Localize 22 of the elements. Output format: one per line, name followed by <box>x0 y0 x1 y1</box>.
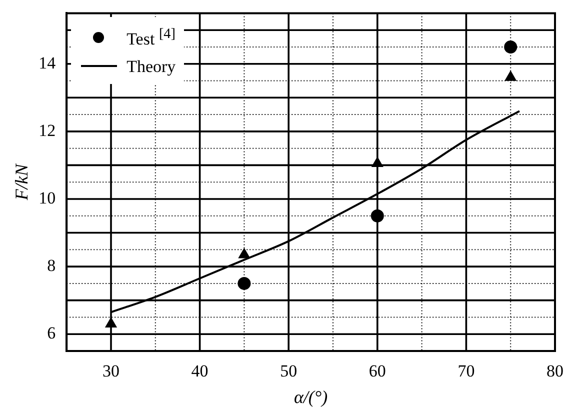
x-tick-label: 30 <box>102 362 120 381</box>
point <box>238 276 251 290</box>
point <box>105 317 117 328</box>
x-tick-label: 80 <box>546 362 564 381</box>
x-tick-label: 40 <box>191 362 208 381</box>
y-tick-label: 10 <box>38 188 56 208</box>
point <box>504 70 516 81</box>
x-axis-title: α/(°) <box>294 386 328 407</box>
point <box>238 248 250 258</box>
y-tick-label: 12 <box>38 120 56 140</box>
point <box>372 157 384 168</box>
point <box>370 209 384 222</box>
y-tick-label: 8 <box>47 256 56 276</box>
point <box>504 40 518 54</box>
legend-label: Theory <box>126 56 176 78</box>
y-axis-title: F/kN <box>12 163 32 202</box>
legend-label: Test $^{[4]}$ <box>126 25 176 51</box>
x-tick-label: 50 <box>280 362 298 381</box>
x-tick-label: 70 <box>458 362 475 381</box>
x-tick-label: 60 <box>368 362 386 381</box>
y-tick-label: 14 <box>38 53 56 72</box>
y-tick-label: 6 <box>47 324 56 343</box>
